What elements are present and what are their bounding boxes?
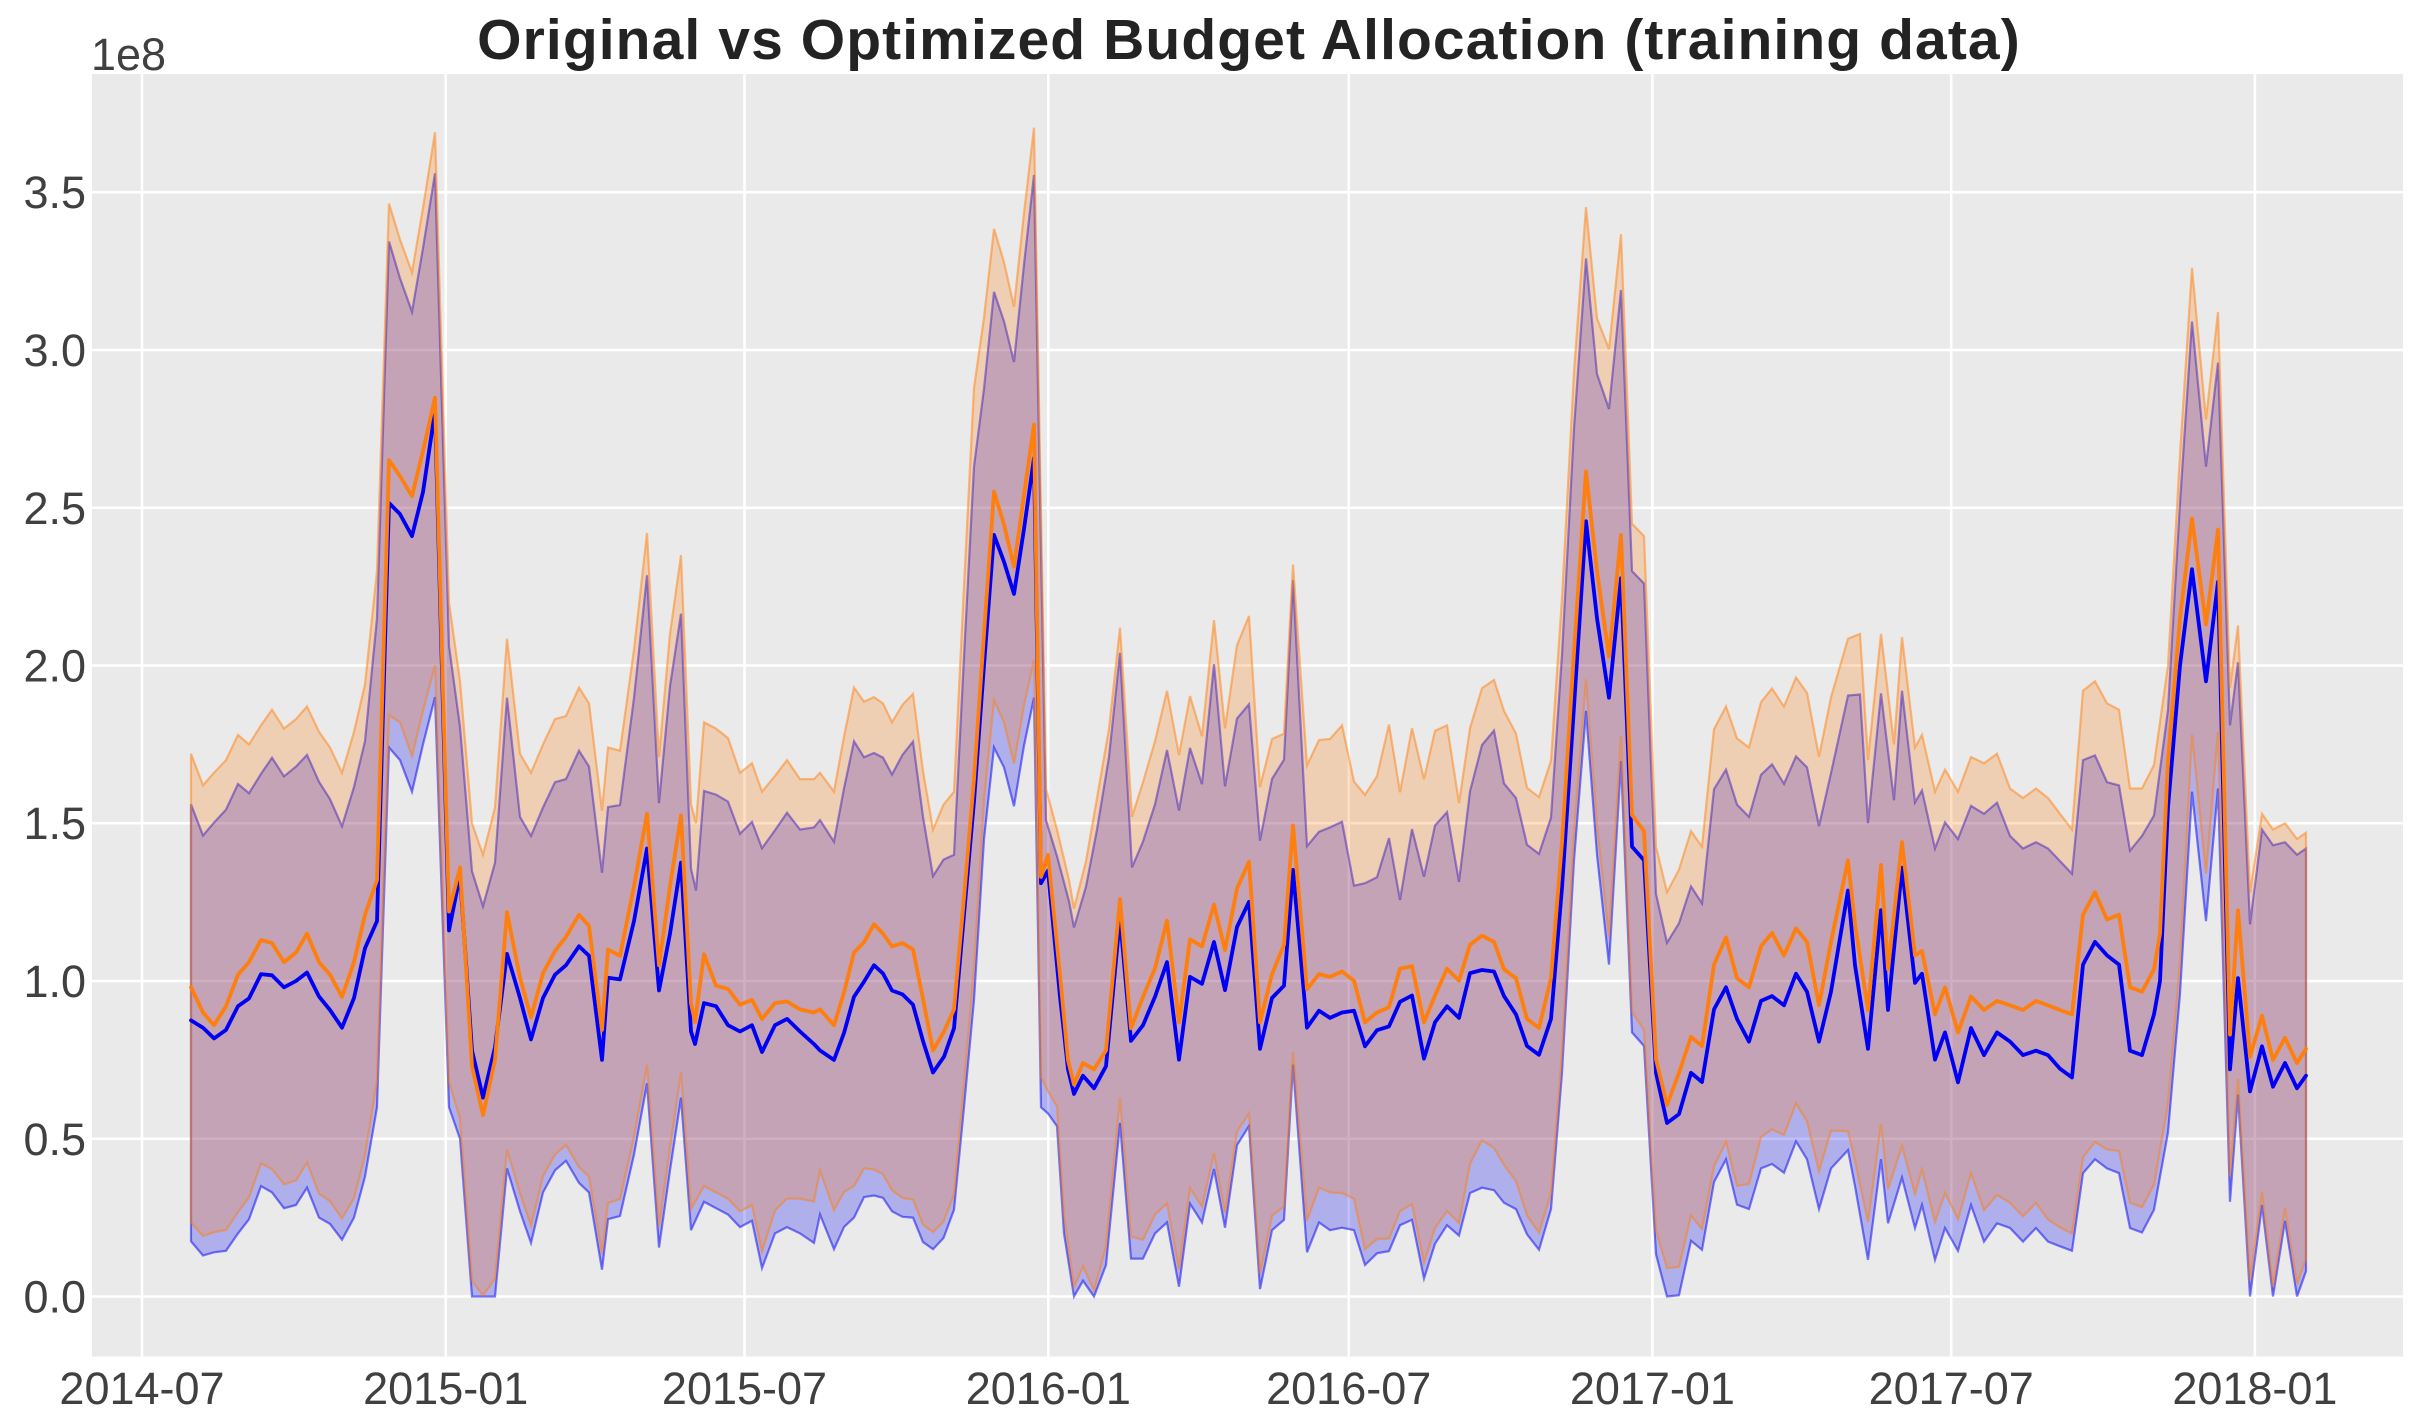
svg-text:2.5: 2.5 xyxy=(23,483,86,534)
svg-text:2017-01: 2017-01 xyxy=(1570,1363,1735,1414)
svg-text:3.0: 3.0 xyxy=(23,325,86,376)
svg-text:2018-01: 2018-01 xyxy=(2172,1363,2337,1414)
svg-text:0.0: 0.0 xyxy=(23,1272,86,1323)
svg-text:Original vs Optimized Budget A: Original vs Optimized Budget Allocation … xyxy=(477,8,2021,72)
svg-text:2016-07: 2016-07 xyxy=(1266,1363,1431,1414)
svg-text:2015-01: 2015-01 xyxy=(363,1363,528,1414)
svg-text:2014-07: 2014-07 xyxy=(59,1363,224,1414)
svg-text:2017-07: 2017-07 xyxy=(1869,1363,2034,1414)
svg-text:0.5: 0.5 xyxy=(23,1114,86,1165)
svg-text:3.5: 3.5 xyxy=(23,167,86,218)
svg-text:2015-07: 2015-07 xyxy=(662,1363,827,1414)
svg-text:1.0: 1.0 xyxy=(23,956,86,1007)
svg-text:2.0: 2.0 xyxy=(23,641,86,692)
svg-text:2016-01: 2016-01 xyxy=(966,1363,1131,1414)
svg-text:1e8: 1e8 xyxy=(91,29,166,80)
svg-text:1.5: 1.5 xyxy=(23,798,86,849)
